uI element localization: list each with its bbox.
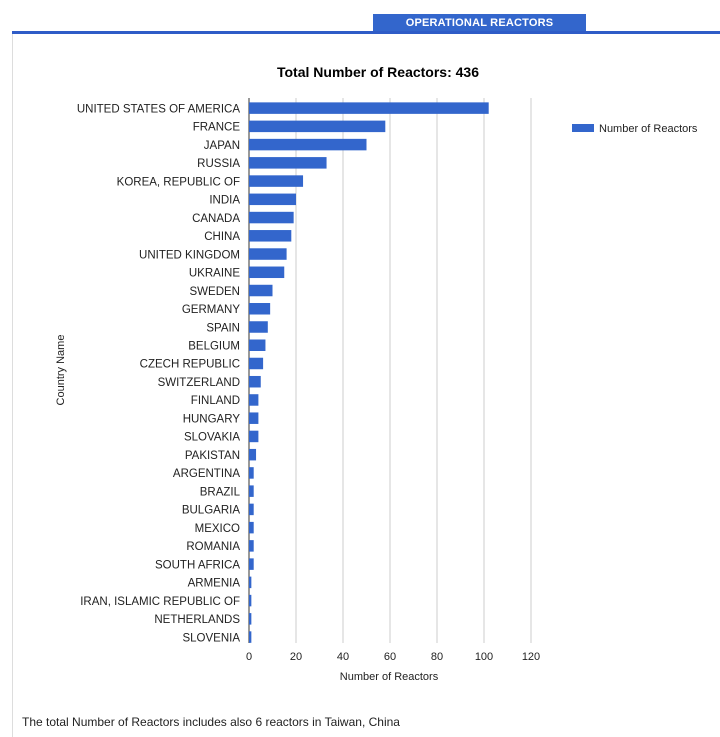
x-tick-labels: 0 20 40 60 80 100 120 — [246, 651, 540, 663]
category-label: FRANCE — [193, 122, 241, 134]
x-tick-label: 40 — [337, 651, 349, 663]
category-label: SPAIN — [206, 322, 240, 334]
bar[interactable] — [249, 175, 304, 187]
bar[interactable] — [249, 412, 259, 424]
bar[interactable] — [249, 467, 254, 479]
category-label: ROMANIA — [186, 541, 240, 553]
category-label: RUSSIA — [197, 158, 240, 170]
category-label: BULGARIA — [182, 505, 240, 517]
bar[interactable] — [249, 120, 386, 133]
x-tick-label: 100 — [475, 651, 493, 663]
bar[interactable] — [249, 430, 259, 443]
x-tick-label: 120 — [522, 651, 540, 663]
bar[interactable] — [249, 558, 254, 570]
category-label: GERMANY — [182, 304, 240, 316]
bar[interactable] — [249, 613, 252, 625]
x-tick-label: 60 — [384, 651, 396, 663]
bar[interactable] — [249, 102, 489, 114]
bar[interactable] — [249, 594, 252, 607]
category-label: ARGENTINA — [173, 468, 240, 480]
category-label: CANADA — [192, 213, 240, 225]
bar[interactable] — [249, 248, 287, 260]
bars — [249, 102, 489, 643]
grid-lines — [248, 98, 532, 643]
panel-border — [12, 34, 13, 737]
category-label: UNITED STATES OF AMERICA — [77, 103, 240, 115]
category-label: INDIA — [209, 195, 240, 207]
bar[interactable] — [249, 339, 266, 351]
x-tick-label: 80 — [431, 651, 443, 663]
category-label: CZECH REPUBLIC — [140, 359, 240, 371]
bar[interactable] — [249, 193, 296, 206]
bar[interactable] — [249, 503, 254, 516]
bar[interactable] — [249, 230, 292, 242]
x-tick-label: 20 — [290, 651, 302, 663]
category-label: KOREA, REPUBLIC OF — [117, 176, 240, 188]
x-axis-title: Number of Reactors — [340, 671, 439, 683]
legend-swatch — [572, 124, 594, 132]
tab-underline — [12, 31, 720, 34]
bar[interactable] — [249, 485, 254, 497]
bar[interactable] — [249, 157, 327, 169]
chart-title: Total Number of Reactors: 436 — [277, 64, 479, 80]
bar[interactable] — [249, 375, 261, 388]
tab-bar: OPERATIONAL REACTORS — [0, 0, 720, 34]
category-label: UNITED KINGDOM — [139, 249, 240, 261]
bar[interactable] — [249, 321, 268, 333]
category-label: SOUTH AFRICA — [155, 559, 240, 571]
y-axis-title: Country Name — [55, 335, 67, 406]
bar[interactable] — [249, 138, 367, 151]
category-label: BELGIUM — [188, 340, 240, 352]
bar[interactable] — [249, 631, 252, 643]
bar[interactable] — [249, 266, 285, 279]
bar[interactable] — [249, 521, 254, 534]
category-label: BRAZIL — [200, 486, 241, 498]
bar[interactable] — [249, 211, 294, 224]
category-label: SLOVAKIA — [184, 432, 240, 444]
category-label: CHINA — [204, 231, 240, 243]
category-label: NETHERLANDS — [154, 614, 240, 626]
bar[interactable] — [249, 284, 273, 297]
category-label: MEXICO — [195, 523, 240, 535]
bar[interactable] — [249, 540, 254, 552]
category-label: FINLAND — [191, 395, 240, 407]
category-label: JAPAN — [204, 140, 240, 152]
bar[interactable] — [249, 303, 271, 315]
bar[interactable] — [249, 394, 259, 406]
x-tick-label: 0 — [246, 651, 252, 663]
legend: Number of Reactors — [572, 123, 698, 135]
category-label: ARMENIA — [188, 578, 241, 590]
bar[interactable] — [249, 448, 257, 461]
bar[interactable] — [249, 357, 264, 370]
category-label: SWITZERLAND — [158, 377, 240, 389]
category-labels: UNITED STATES OF AMERICA FRANCE JAPAN RUSSI… — [77, 103, 241, 644]
category-label: UKRAINE — [189, 268, 240, 280]
tab-operational-reactors[interactable]: OPERATIONAL REACTORS — [373, 14, 586, 31]
category-label: SWEDEN — [190, 286, 240, 298]
footnote: The total Number of Reactors includes al… — [22, 715, 400, 729]
bar[interactable] — [249, 576, 252, 589]
category-label: HUNGARY — [183, 413, 241, 425]
category-label: SLOVENIA — [182, 632, 240, 644]
legend-label: Number of Reactors — [599, 123, 698, 135]
category-label: PAKISTAN — [185, 450, 240, 462]
category-label: IRAN, ISLAMIC REPUBLIC OF — [80, 596, 240, 608]
